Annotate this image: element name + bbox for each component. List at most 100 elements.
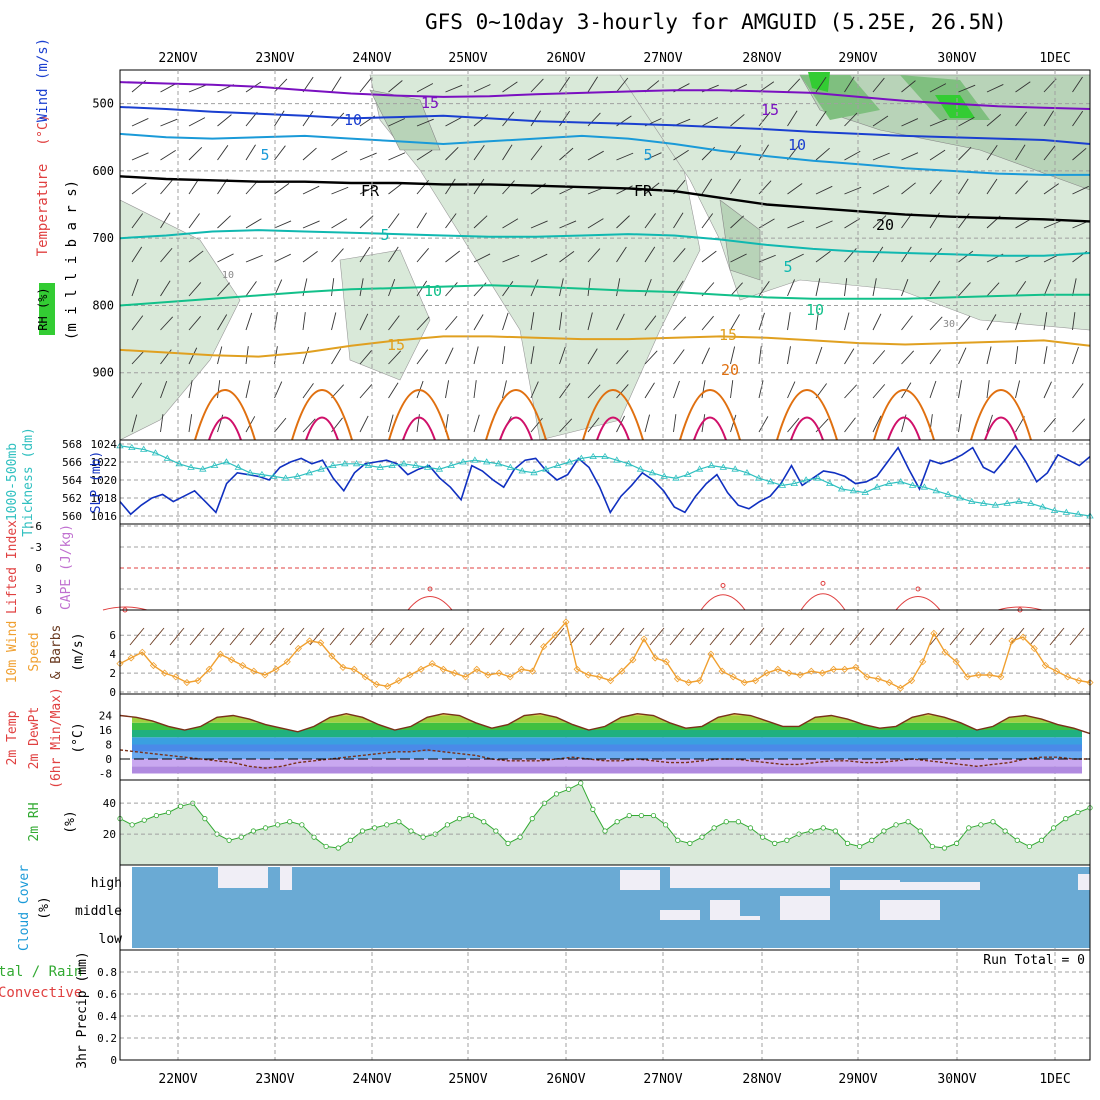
thickness-point — [258, 470, 266, 478]
thickness-point — [565, 458, 574, 465]
thickness-point — [624, 460, 633, 467]
wind-barb — [616, 313, 625, 331]
precip-tick-label: 0.8 — [97, 966, 117, 979]
rh-legend-swatch — [39, 283, 55, 335]
rh2m-point — [844, 840, 851, 846]
thickness-point — [376, 463, 384, 470]
slp-label: SLP (mb) — [89, 451, 104, 514]
wind-barb — [758, 144, 769, 161]
date-label-top: 25NOV — [448, 51, 487, 66]
rh2m-point — [614, 819, 620, 825]
rh2m-point — [578, 780, 584, 786]
surface-wind-barb — [589, 627, 605, 646]
wind-barb — [587, 278, 591, 297]
surface-wind-barb — [229, 627, 245, 646]
wind-speed-point — [239, 661, 247, 670]
rh2m-point — [1063, 816, 1069, 822]
wind-barb — [331, 218, 348, 229]
rh2m-point — [165, 809, 172, 816]
rh2m-point — [287, 819, 293, 825]
wind-barb — [787, 220, 805, 229]
wind-speed-point — [127, 654, 135, 662]
wind-barb — [701, 178, 713, 195]
rh2m-point — [1051, 825, 1057, 831]
upper-air-group: 500 600 700 800 900 15 10 5 FR 5 10 15 20 15 10 5 FR 5 10 1… — [92, 69, 1091, 441]
thickness-point — [648, 469, 657, 476]
wind-barb — [758, 281, 770, 297]
wind-barb — [530, 78, 544, 93]
cloud-cell-middle — [740, 916, 760, 920]
wind-barb — [473, 346, 479, 365]
wind-barb — [787, 253, 804, 263]
wind-barb — [872, 152, 890, 161]
wind-barb — [473, 145, 485, 161]
wind-barb — [929, 349, 942, 365]
thickness-point — [920, 483, 929, 490]
surface-wind-barb — [949, 627, 965, 646]
thickness-point — [684, 470, 692, 478]
wind-barb — [958, 347, 967, 365]
wind-speed-point — [183, 678, 191, 687]
wind-barb — [587, 112, 601, 127]
wind-barb — [758, 180, 772, 195]
thickness-point — [814, 474, 822, 481]
wind-barb — [616, 384, 629, 399]
surface-wind-barb — [1069, 627, 1085, 646]
wind-barb — [359, 415, 369, 433]
wind-barb — [559, 250, 575, 263]
thickness-point — [660, 472, 668, 479]
isotherm-label: 15 — [387, 336, 405, 354]
rh2m-point — [553, 791, 560, 797]
temp-color-band — [132, 766, 1082, 774]
wind-barb — [587, 76, 599, 93]
pressure-tick-label: 600 — [92, 164, 114, 178]
wind-barb — [958, 414, 962, 433]
date-label-bottom: 30NOV — [937, 1072, 976, 1087]
wind-barb — [986, 314, 997, 331]
wind-barb — [1043, 312, 1048, 331]
wind-barb — [331, 248, 344, 263]
wind-speed-point — [328, 652, 336, 660]
temp-color-band — [132, 759, 1082, 767]
wind-barb — [160, 83, 177, 93]
thickness-point — [991, 501, 1000, 508]
wind-barb — [958, 282, 971, 297]
wind-barb — [587, 218, 604, 229]
pressure-axis-label: (m i l l i b a r s) — [64, 180, 80, 340]
surface-wind-barb — [849, 627, 865, 646]
wind-speed-point — [1008, 637, 1016, 645]
rh2m-tick-label: 20 — [103, 828, 116, 841]
thickness-point — [707, 461, 716, 469]
wind-barb — [302, 383, 314, 399]
wind-barb — [445, 84, 463, 93]
surface-wind-barb — [669, 627, 685, 646]
slp-tick-label: 1024 — [91, 438, 118, 451]
thickness-point — [885, 479, 893, 487]
wind-barb — [730, 215, 745, 229]
wind-speed-point — [305, 637, 314, 645]
wind-barb — [616, 77, 629, 93]
rh2m-point — [178, 803, 184, 809]
wind-speed-point — [1019, 633, 1027, 641]
rh2m-point — [832, 828, 838, 834]
wind-barb — [559, 110, 571, 127]
wind-speed-point — [874, 675, 882, 683]
wind-speed-point — [740, 678, 748, 687]
rh2m-point — [784, 837, 790, 843]
isotherm-20-bump — [873, 389, 935, 441]
wind-barb — [1072, 346, 1079, 365]
wind-speed-point — [618, 667, 626, 675]
wind-speed-point — [729, 673, 737, 681]
temp2m-label-1: 2m Temp — [5, 710, 20, 765]
thickness-point — [802, 476, 810, 483]
surface-wind-barb — [989, 627, 1005, 646]
wind-barb — [416, 212, 427, 229]
rh2m-point — [1014, 837, 1020, 843]
isotherm-25-bump — [984, 416, 1018, 441]
surface-wind-barb — [809, 627, 825, 646]
date-label-bottom: 28NOV — [742, 1072, 781, 1087]
wind-speed-point — [1052, 667, 1061, 675]
wind-speed-point — [272, 665, 280, 673]
wind-barb — [673, 380, 680, 399]
thickness-series-line — [119, 445, 1091, 517]
